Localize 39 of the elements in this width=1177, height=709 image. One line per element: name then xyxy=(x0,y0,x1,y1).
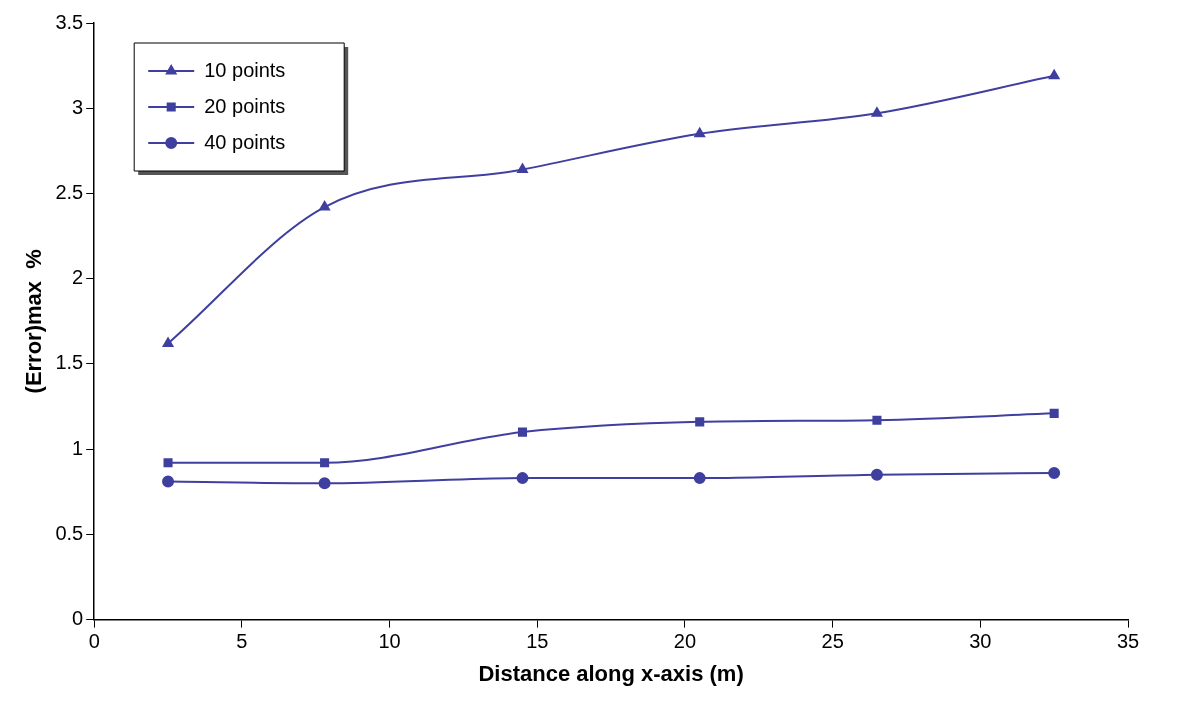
x-tick-label: 0 xyxy=(88,630,100,653)
y-tick-label: 2 xyxy=(72,266,84,289)
legend-label: 20 points xyxy=(204,94,286,117)
point xyxy=(695,417,705,427)
x-axis-title: Distance along x-axis (m) xyxy=(478,660,744,686)
y-tick-label: 3.5 xyxy=(55,10,84,33)
x-tick-label: 15 xyxy=(526,630,549,653)
y-tick-label: 1 xyxy=(72,436,84,459)
point xyxy=(319,201,330,211)
x-tick-label: 10 xyxy=(378,630,401,653)
point xyxy=(871,107,883,117)
y-tick-label: 0.5 xyxy=(55,521,84,544)
point xyxy=(872,415,882,425)
point xyxy=(517,163,528,174)
x-tick-label: 5 xyxy=(236,630,248,653)
point xyxy=(694,127,706,138)
x-tick-label: 35 xyxy=(1116,630,1140,653)
x-tick-label: 30 xyxy=(969,630,992,653)
y-tick-label: 0 xyxy=(72,607,84,630)
point xyxy=(320,458,330,468)
y-tick-label: 2.5 xyxy=(55,180,84,203)
point xyxy=(1049,408,1059,418)
point xyxy=(693,472,706,485)
x-tick-label: 25 xyxy=(821,630,844,653)
point xyxy=(870,468,883,481)
legend-label: 40 points xyxy=(204,130,286,153)
point xyxy=(1048,467,1061,480)
point xyxy=(1048,69,1060,80)
x-tick-label: 20 xyxy=(673,630,697,653)
y-tick-label: 3 xyxy=(72,95,84,118)
y-axis-title: (Error)max % xyxy=(21,249,47,394)
point xyxy=(516,472,529,485)
point xyxy=(162,337,174,347)
y-tick-label: 1.5 xyxy=(55,351,84,374)
point xyxy=(517,427,528,437)
point xyxy=(318,477,331,490)
legend-label: 10 points xyxy=(204,58,286,81)
point xyxy=(163,458,173,468)
point xyxy=(162,475,175,488)
